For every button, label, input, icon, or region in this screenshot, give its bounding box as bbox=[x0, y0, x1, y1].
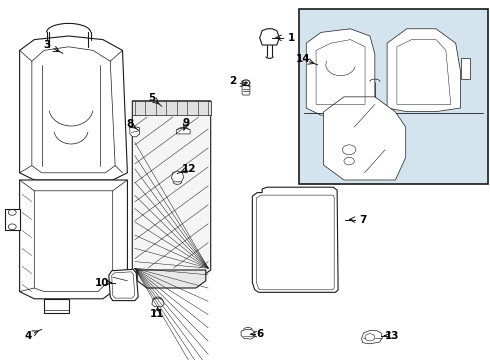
Polygon shape bbox=[5, 209, 20, 230]
Polygon shape bbox=[306, 29, 375, 115]
Text: 3: 3 bbox=[43, 40, 50, 50]
Text: 4: 4 bbox=[24, 330, 32, 341]
Polygon shape bbox=[152, 298, 164, 307]
Polygon shape bbox=[137, 270, 206, 288]
Text: 12: 12 bbox=[181, 164, 196, 174]
Polygon shape bbox=[172, 171, 184, 182]
Circle shape bbox=[245, 82, 247, 84]
Polygon shape bbox=[362, 330, 382, 344]
Text: 10: 10 bbox=[95, 278, 109, 288]
Polygon shape bbox=[387, 29, 461, 112]
Bar bbox=[299, 9, 488, 184]
Text: 11: 11 bbox=[149, 309, 164, 319]
Text: 7: 7 bbox=[359, 215, 367, 225]
Polygon shape bbox=[109, 269, 138, 301]
Text: 6: 6 bbox=[256, 329, 263, 339]
Polygon shape bbox=[132, 101, 211, 115]
Text: 1: 1 bbox=[288, 33, 295, 43]
Polygon shape bbox=[461, 58, 470, 79]
Text: 14: 14 bbox=[295, 54, 310, 64]
Text: 2: 2 bbox=[229, 76, 236, 86]
Text: 13: 13 bbox=[385, 330, 399, 341]
Text: 8: 8 bbox=[126, 119, 133, 129]
Polygon shape bbox=[132, 101, 211, 281]
Polygon shape bbox=[252, 187, 338, 292]
Polygon shape bbox=[20, 36, 127, 180]
Text: 5: 5 bbox=[148, 93, 155, 103]
Polygon shape bbox=[44, 299, 69, 313]
Polygon shape bbox=[242, 86, 250, 95]
Polygon shape bbox=[241, 329, 255, 339]
Polygon shape bbox=[20, 180, 127, 299]
Text: 9: 9 bbox=[183, 118, 190, 128]
Polygon shape bbox=[130, 127, 140, 137]
Polygon shape bbox=[260, 29, 279, 45]
Polygon shape bbox=[323, 97, 406, 180]
Polygon shape bbox=[176, 128, 190, 134]
